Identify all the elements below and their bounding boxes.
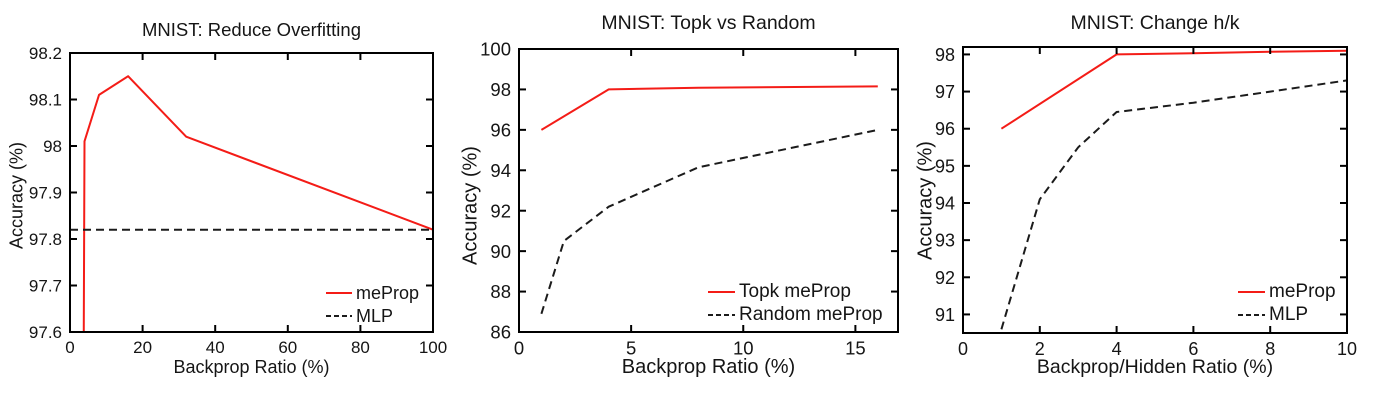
axes-frame — [518, 48, 899, 333]
y-tick-label: 91 — [935, 305, 955, 325]
legend-label: Random meProp — [739, 304, 883, 325]
y-tick-label: 98.1 — [29, 91, 62, 110]
x-tick-label: 100 — [419, 338, 447, 357]
y-tick-label: 97.9 — [29, 184, 62, 203]
legend-label: meProp — [356, 282, 420, 303]
y-tick-label: 98 — [43, 137, 62, 156]
y-tick-label: 92 — [490, 200, 511, 221]
x-tick-label: 10 — [733, 338, 754, 359]
legend-item-meprop: meProp — [326, 282, 419, 304]
y-tick-label: 98 — [490, 79, 511, 100]
y-tick-label: 94 — [490, 160, 511, 181]
legend-line-sample — [708, 291, 735, 293]
x-tick-label: 2 — [1035, 339, 1045, 359]
legend-item-meprop: meProp — [1238, 281, 1336, 303]
x-tick-label: 8 — [1265, 339, 1275, 359]
x-axis-label: Backprop Ratio (%) — [173, 357, 330, 377]
chart-title: MNIST: Change h/k — [1070, 12, 1240, 34]
legend-label: MLP — [356, 305, 394, 326]
y-tick-label: 96 — [935, 119, 955, 139]
legend-item-mlp: MLP — [1238, 304, 1308, 326]
legend-label: Topk meProp — [739, 281, 851, 302]
legend-line-sample — [1238, 314, 1265, 316]
x-tick-label: 0 — [514, 338, 524, 359]
y-tick-label: 95 — [935, 156, 955, 176]
x-tick-label: 15 — [845, 338, 866, 359]
y-tick-label: 88 — [490, 281, 511, 302]
y-tick-label: 97.7 — [29, 277, 62, 296]
legend-label: MLP — [1269, 304, 1309, 325]
y-axis-label: Accuracy (%) — [459, 146, 482, 265]
legend-item-random-meprop: Random meProp — [708, 304, 883, 326]
y-tick-label: 86 — [490, 322, 511, 343]
y-tick-label: 98 — [935, 45, 955, 65]
legend-line-sample — [1238, 291, 1265, 293]
legend-item-mlp: MLP — [326, 305, 393, 327]
x-tick-label: 5 — [626, 338, 636, 359]
y-tick-label: 97.8 — [29, 230, 62, 249]
chart-2: 0 2 4 6 8 10 91 92 93 94 95 96 97 98 — [935, 45, 1357, 359]
x-tick-label: 60 — [278, 338, 297, 357]
x-tick-label: 0 — [65, 338, 74, 357]
y-axis-label: Accuracy (%) — [914, 141, 937, 260]
series-line-topk-meprop — [540, 85, 878, 131]
x-axis-label: Backprop/Hidden Ratio (%) — [1036, 356, 1274, 378]
y-tick-label: 90 — [490, 241, 511, 262]
y-tick-label: 94 — [935, 193, 955, 213]
legend-line-sample — [326, 315, 352, 317]
x-tick-label: 0 — [958, 339, 968, 359]
y-tick-label: 100 — [480, 39, 511, 60]
y-tick-label: 92 — [935, 268, 955, 288]
x-tick-label: 80 — [351, 338, 370, 357]
series-layer — [70, 75, 433, 332]
y-axis-label: Accuracy (%) — [6, 142, 27, 250]
x-tick-label: 20 — [133, 338, 152, 357]
x-tick-label: 4 — [1112, 339, 1122, 359]
legend-line-sample — [708, 314, 735, 316]
chart-0: 0 20 40 60 80 100 97.6 97.7 97.8 97.9 98 98.1 98.2 — [29, 44, 447, 357]
legend-line-sample — [326, 292, 352, 294]
chart-title: MNIST: Reduce Overfitting — [142, 19, 361, 40]
x-axis-label: Backprop Ratio (%) — [621, 356, 796, 378]
axes-frame — [962, 46, 1348, 334]
legend-item-topk-meprop: Topk meProp — [708, 281, 851, 303]
chart-title: MNIST: Topk vs Random — [601, 12, 816, 34]
series-line-meprop — [82, 75, 433, 332]
x-tick-label: 6 — [1188, 339, 1198, 359]
series-line-mlp — [1000, 79, 1347, 330]
chart-1: 0 5 10 15 86 88 90 92 94 96 98 100 — [480, 39, 899, 359]
x-tick-label: 40 — [206, 338, 225, 357]
y-tick-label: 97 — [935, 82, 955, 102]
series-line-meprop — [1000, 49, 1347, 130]
y-tick-label: 93 — [935, 231, 955, 251]
series-line-random-meprop — [540, 128, 879, 315]
y-tick-label: 96 — [490, 120, 511, 141]
series-layer — [540, 85, 879, 315]
x-tick-label: 10 — [1337, 339, 1357, 359]
legend-label: meProp — [1269, 281, 1336, 302]
y-tick-label: 97.6 — [29, 323, 62, 342]
y-tick-label: 98.2 — [29, 44, 62, 63]
